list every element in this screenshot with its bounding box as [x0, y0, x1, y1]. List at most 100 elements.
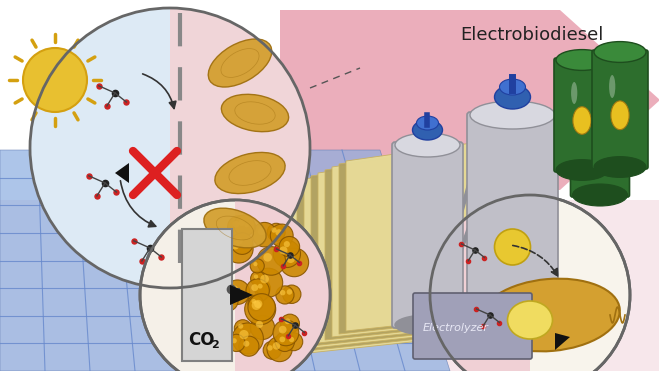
Circle shape: [238, 324, 243, 329]
Circle shape: [260, 275, 269, 283]
Circle shape: [254, 300, 262, 308]
FancyBboxPatch shape: [182, 229, 232, 361]
Circle shape: [221, 295, 228, 301]
Ellipse shape: [500, 79, 525, 95]
Circle shape: [251, 284, 258, 291]
Circle shape: [281, 314, 299, 333]
Polygon shape: [297, 162, 437, 352]
Circle shape: [256, 321, 263, 328]
Circle shape: [250, 271, 265, 286]
Polygon shape: [346, 141, 486, 331]
Polygon shape: [230, 285, 253, 305]
Circle shape: [270, 224, 293, 247]
Circle shape: [239, 220, 245, 226]
Circle shape: [430, 195, 630, 371]
Ellipse shape: [556, 160, 608, 180]
Circle shape: [236, 238, 243, 244]
Circle shape: [252, 222, 277, 247]
Polygon shape: [555, 333, 570, 350]
Ellipse shape: [573, 64, 627, 86]
Circle shape: [216, 290, 238, 311]
Circle shape: [275, 332, 295, 351]
Polygon shape: [332, 147, 472, 337]
Circle shape: [257, 247, 285, 275]
Circle shape: [285, 318, 291, 324]
Circle shape: [252, 301, 261, 310]
FancyBboxPatch shape: [467, 112, 558, 338]
Circle shape: [285, 333, 302, 351]
Circle shape: [244, 223, 249, 227]
Ellipse shape: [470, 323, 555, 347]
Circle shape: [239, 330, 248, 339]
Circle shape: [264, 253, 272, 262]
Polygon shape: [0, 200, 659, 371]
Polygon shape: [170, 8, 310, 288]
Circle shape: [248, 296, 264, 311]
Circle shape: [252, 299, 256, 303]
Ellipse shape: [395, 133, 460, 157]
Circle shape: [231, 285, 238, 293]
Circle shape: [234, 215, 255, 236]
Circle shape: [287, 289, 292, 295]
FancyBboxPatch shape: [554, 58, 610, 172]
Polygon shape: [430, 195, 530, 371]
Circle shape: [280, 290, 285, 295]
Text: 2: 2: [211, 340, 219, 350]
Ellipse shape: [204, 208, 266, 248]
Ellipse shape: [556, 50, 608, 70]
Circle shape: [283, 285, 301, 303]
Circle shape: [231, 338, 237, 343]
Circle shape: [258, 228, 265, 235]
Circle shape: [241, 220, 256, 234]
Circle shape: [248, 294, 275, 321]
FancyBboxPatch shape: [592, 50, 648, 169]
Ellipse shape: [571, 82, 577, 104]
Circle shape: [23, 48, 87, 112]
Ellipse shape: [590, 126, 610, 156]
Circle shape: [267, 336, 292, 362]
Circle shape: [280, 248, 308, 277]
Circle shape: [273, 320, 299, 346]
Ellipse shape: [494, 85, 530, 109]
Circle shape: [258, 284, 263, 289]
Circle shape: [494, 229, 530, 265]
Ellipse shape: [215, 152, 285, 194]
Circle shape: [268, 345, 273, 351]
Polygon shape: [339, 144, 479, 334]
Circle shape: [246, 279, 270, 302]
Polygon shape: [325, 150, 465, 340]
Polygon shape: [311, 156, 451, 346]
FancyBboxPatch shape: [571, 73, 629, 197]
Ellipse shape: [590, 308, 620, 323]
Circle shape: [227, 216, 250, 238]
Circle shape: [231, 233, 253, 255]
Ellipse shape: [573, 184, 627, 206]
Ellipse shape: [611, 101, 629, 129]
FancyBboxPatch shape: [413, 293, 532, 359]
Circle shape: [279, 236, 300, 257]
Ellipse shape: [221, 94, 289, 132]
Circle shape: [232, 323, 264, 354]
Circle shape: [253, 262, 258, 266]
Circle shape: [263, 341, 281, 359]
Ellipse shape: [507, 301, 552, 339]
Text: Electrolyzer: Electrolyzer: [423, 323, 489, 333]
Circle shape: [225, 280, 250, 305]
Ellipse shape: [609, 75, 616, 98]
Circle shape: [287, 255, 295, 263]
Circle shape: [254, 280, 270, 296]
Circle shape: [276, 286, 294, 304]
Circle shape: [267, 223, 285, 241]
Circle shape: [250, 315, 275, 339]
Ellipse shape: [208, 39, 272, 87]
Circle shape: [275, 229, 282, 236]
Circle shape: [239, 336, 259, 356]
Polygon shape: [318, 153, 458, 343]
Ellipse shape: [480, 279, 620, 351]
Circle shape: [140, 200, 330, 371]
Ellipse shape: [573, 107, 591, 134]
Circle shape: [289, 337, 294, 342]
Polygon shape: [290, 165, 430, 355]
Circle shape: [231, 241, 239, 249]
Circle shape: [279, 336, 285, 342]
